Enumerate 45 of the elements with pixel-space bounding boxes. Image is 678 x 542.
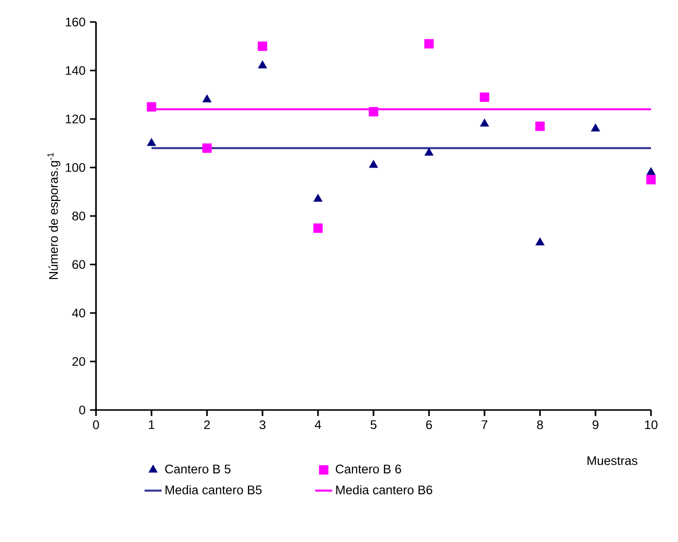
point: [590, 124, 600, 132]
point: [313, 194, 323, 202]
legend-label: Cantero B 5: [165, 464, 231, 474]
x-tick-label: 10: [645, 420, 658, 430]
y-tick-label: 120: [66, 114, 86, 124]
x-tick-label: 3: [260, 420, 266, 430]
point: [535, 237, 545, 246]
point: [646, 174, 656, 184]
y-tick-label: 80: [72, 212, 86, 220]
x-tick-label: 7: [482, 420, 488, 429]
point: [535, 122, 545, 131]
y-tick-label: 20: [72, 357, 86, 366]
y-tick-label: 60: [72, 260, 86, 269]
point: [424, 39, 434, 49]
point: [368, 107, 378, 116]
y-tick-label: 40: [72, 308, 86, 318]
point: [480, 92, 490, 102]
y-tick-label: 160: [66, 18, 86, 26]
x-tick-label: 9: [592, 420, 598, 430]
point: [258, 60, 268, 68]
point: [202, 94, 212, 102]
legend-label: Media cantero B6: [336, 485, 432, 494]
point: [480, 118, 490, 127]
point: [258, 42, 268, 51]
point: [424, 148, 434, 156]
x-tick-label: 1: [148, 420, 154, 429]
x-tick-label: 8: [537, 420, 543, 430]
legend-label: Media cantero B5: [166, 485, 262, 494]
x-tick-label: 6: [426, 420, 432, 430]
x-tick-label: 5: [370, 420, 376, 430]
x-tick-label: 0: [93, 420, 99, 430]
legend-label: Cantero B 6: [336, 464, 402, 474]
y-tick-label: 100: [66, 163, 86, 172]
x-axis-title: Muestras: [588, 456, 638, 466]
point: [146, 138, 156, 146]
point: [202, 143, 212, 153]
y-tick-label: 0: [79, 406, 86, 414]
point: [313, 223, 323, 233]
point: [368, 160, 378, 168]
point: [646, 167, 656, 176]
y-tick-label: 140: [66, 66, 86, 75]
point: [146, 102, 156, 112]
x-tick-label: 4: [314, 420, 322, 429]
x-tick-label: 2: [204, 420, 210, 430]
y-axis-title: Número de esporas.g$^{-1}$: [47, 152, 60, 279]
